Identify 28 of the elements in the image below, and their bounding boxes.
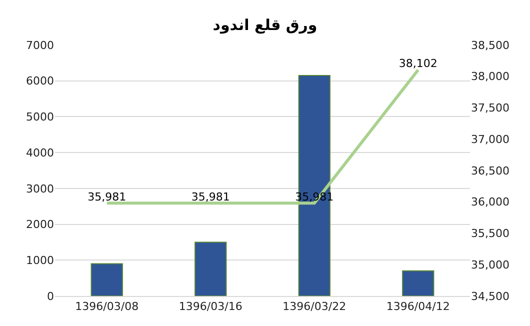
- y-tick-label: 2000: [26, 218, 54, 232]
- y2-tick-label: 36,000: [471, 196, 510, 209]
- data-label: 38,102: [398, 57, 438, 70]
- y-tick-label: 3000: [26, 182, 54, 196]
- y-tick-label: 1000: [26, 254, 54, 267]
- bar: [90, 263, 123, 296]
- y-tick-label: 5000: [26, 110, 54, 124]
- y2-tick-label: 38,500: [471, 38, 510, 52]
- y-tick-label: 7000: [26, 38, 54, 52]
- data-label: 35,981: [191, 190, 230, 204]
- x-tick-label: 1396/03/16: [178, 300, 242, 314]
- y-tick-label: 0: [47, 290, 54, 303]
- x-tick-label: 1396/03/08: [75, 300, 139, 314]
- chart-title: ورق قلع اندود: [212, 16, 318, 34]
- bar: [194, 242, 227, 296]
- x-tick-label: 1396/04/12: [386, 300, 450, 314]
- y2-tick-label: 37,500: [471, 102, 510, 115]
- y-tick-label: 4000: [26, 146, 54, 160]
- y2-tick-label: 35,000: [471, 258, 510, 272]
- bar: [402, 270, 434, 296]
- y2-tick-label: 37,000: [471, 132, 510, 146]
- x-tick-label: 1396/03/22: [282, 300, 346, 314]
- y2-tick-label: 34,500: [471, 290, 510, 303]
- y2-tick-label: 36,500: [471, 164, 510, 178]
- data-label: 35,981: [88, 190, 126, 204]
- y2-tick-label: 35,500: [471, 227, 510, 240]
- y-tick-label: 6000: [26, 74, 54, 88]
- y2-tick-label: 38,000: [471, 70, 510, 84]
